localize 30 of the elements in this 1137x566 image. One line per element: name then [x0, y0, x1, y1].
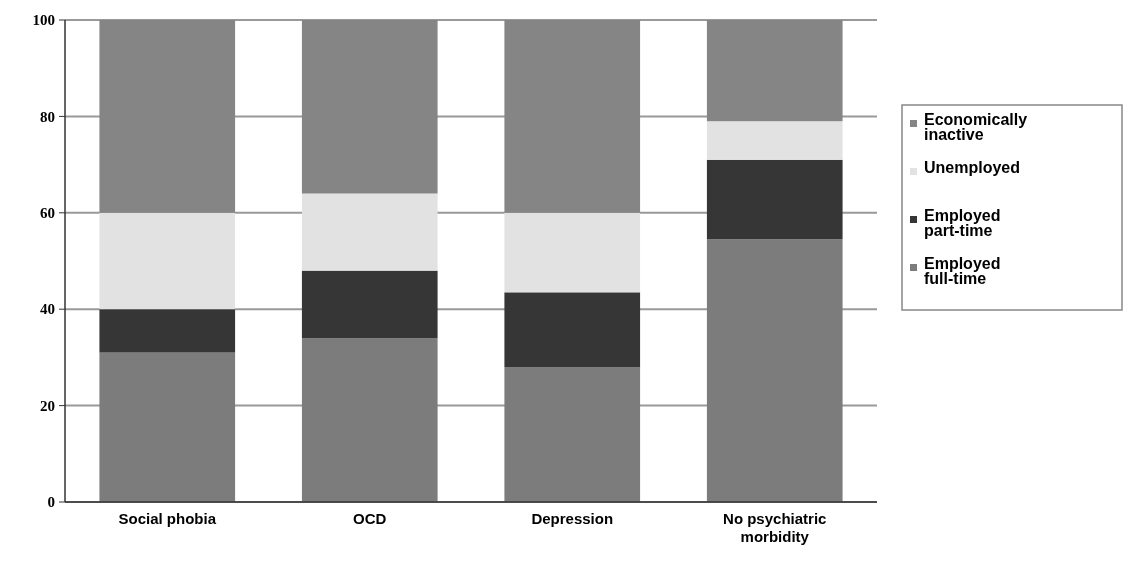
- bar: [99, 352, 236, 502]
- bar: [99, 212, 236, 310]
- legend-label: Economically inactive: [924, 111, 1028, 143]
- bar: [504, 212, 641, 293]
- bar: [301, 20, 438, 194]
- bar: [706, 239, 843, 502]
- legend-label: Employed full-time: [924, 255, 1001, 287]
- bar: [504, 367, 641, 502]
- bar: [504, 20, 641, 213]
- y-tick-label: 40: [40, 301, 55, 318]
- y-tick-label: 60: [40, 205, 55, 222]
- legend-label: Employed part-time: [924, 207, 1001, 239]
- y-tick-label: 0: [47, 494, 55, 511]
- bar: [301, 193, 438, 271]
- bar: [504, 292, 641, 368]
- bar: [301, 270, 438, 339]
- bar: [99, 20, 236, 213]
- y-tick-label: 80: [40, 108, 55, 125]
- legend-label: Unemployed: [924, 159, 1021, 176]
- x-tick-label: Depression: [531, 510, 614, 527]
- y-tick-label: 20: [40, 397, 55, 414]
- bar: [706, 121, 843, 160]
- y-tick-label: 100: [32, 12, 55, 29]
- bar: [706, 20, 843, 122]
- x-tick-label: No psychiatric morbidity: [723, 510, 827, 545]
- bar: [706, 159, 843, 240]
- x-tick-label: Social phobia: [118, 510, 217, 527]
- bar: [99, 309, 236, 353]
- x-tick-label: OCD: [353, 510, 387, 527]
- bar: [301, 338, 438, 502]
